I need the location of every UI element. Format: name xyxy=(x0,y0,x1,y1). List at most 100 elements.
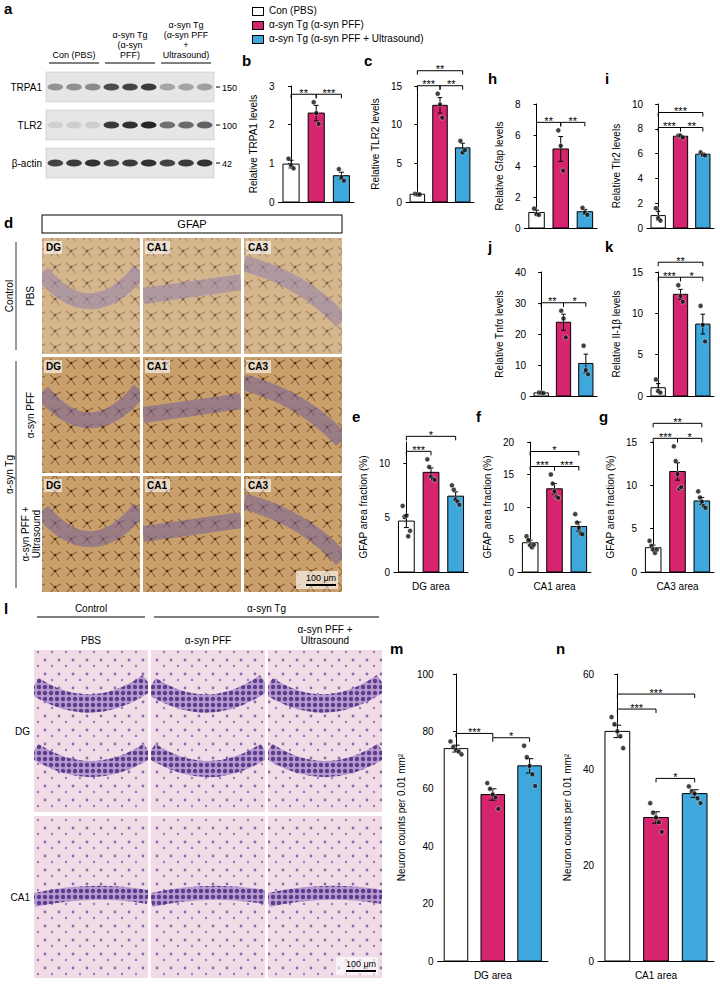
svg-text:**: ** xyxy=(548,295,557,307)
svg-text:***: *** xyxy=(674,105,688,117)
svg-text:2: 2 xyxy=(637,198,643,209)
svg-text:DG area: DG area xyxy=(412,581,450,592)
svg-text:CA1 area: CA1 area xyxy=(635,970,678,981)
svg-text:0: 0 xyxy=(269,197,275,208)
svg-text:CA1: CA1 xyxy=(11,892,31,903)
svg-text:0: 0 xyxy=(384,567,390,578)
svg-text:GFAP: GFAP xyxy=(177,218,206,230)
svg-text:60: 60 xyxy=(422,783,434,794)
svg-text:40: 40 xyxy=(422,841,434,852)
svg-text:10: 10 xyxy=(515,360,527,371)
svg-text:**: ** xyxy=(447,78,456,90)
svg-text:Control: Control xyxy=(75,603,107,614)
svg-text:TRPA1: TRPA1 xyxy=(11,82,43,93)
svg-text:***: *** xyxy=(663,270,677,282)
svg-text:5: 5 xyxy=(631,523,637,534)
svg-text:GFAP area fraction (%): GFAP area fraction (%) xyxy=(358,455,369,558)
svg-text:GFAP area fraction (%): GFAP area fraction (%) xyxy=(482,455,493,558)
svg-text:1: 1 xyxy=(269,158,275,169)
svg-text:10: 10 xyxy=(626,480,638,491)
svg-text:**: ** xyxy=(687,120,696,132)
svg-text:Control: Control xyxy=(4,280,15,312)
svg-text:5: 5 xyxy=(508,534,514,545)
svg-text:**: ** xyxy=(676,255,685,267)
svg-text:***: *** xyxy=(650,687,664,699)
svg-text:*: * xyxy=(429,429,434,441)
svg-text:4: 4 xyxy=(515,161,521,172)
svg-text:PBS: PBS xyxy=(81,635,101,646)
svg-text:Relative Gfap levels: Relative Gfap levels xyxy=(494,122,505,211)
svg-text:α-syn PFF +: α-syn PFF + xyxy=(298,624,353,635)
svg-text:150: 150 xyxy=(222,83,237,93)
svg-text:**: ** xyxy=(569,115,578,127)
svg-text:6: 6 xyxy=(515,130,521,141)
svg-text:PBS: PBS xyxy=(25,286,36,306)
svg-text:40: 40 xyxy=(515,267,527,278)
svg-text:15: 15 xyxy=(503,469,515,480)
svg-text:CA3: CA3 xyxy=(248,242,268,253)
svg-text:β-actin: β-actin xyxy=(12,158,42,169)
svg-text:Ultrasound): Ultrasound) xyxy=(163,50,210,60)
svg-text:10: 10 xyxy=(632,308,644,319)
svg-text:Relative TLR2 levels: Relative TLR2 levels xyxy=(370,98,381,190)
svg-text:Relative TRPA1 levels: Relative TRPA1 levels xyxy=(248,95,259,194)
svg-text:α-syn Tg: α-syn Tg xyxy=(247,603,286,614)
svg-text:***: *** xyxy=(560,459,574,471)
svg-text:Ultrasound: Ultrasound xyxy=(31,510,42,558)
svg-text:3: 3 xyxy=(269,81,275,92)
svg-text:0: 0 xyxy=(515,223,521,234)
svg-text:10: 10 xyxy=(632,99,644,110)
svg-text:***: *** xyxy=(659,431,673,443)
svg-text:0: 0 xyxy=(396,197,402,208)
svg-text:TLR2: TLR2 xyxy=(18,120,43,131)
svg-text:30: 30 xyxy=(515,298,527,309)
svg-text:α-syn PFF: α-syn PFF xyxy=(185,635,231,646)
svg-text:(α-syn: (α-syn xyxy=(117,40,142,50)
svg-text:*: * xyxy=(673,771,678,783)
svg-text:+: + xyxy=(183,40,188,50)
svg-text:4: 4 xyxy=(637,173,643,184)
svg-text:2: 2 xyxy=(515,192,521,203)
svg-text:20: 20 xyxy=(503,437,515,448)
svg-text:DG: DG xyxy=(46,480,61,491)
svg-text:0: 0 xyxy=(631,567,637,578)
svg-text:Ultrasound: Ultrasound xyxy=(301,635,349,646)
svg-text:**: ** xyxy=(436,63,445,75)
svg-text:***: *** xyxy=(663,120,677,132)
svg-text:α-syn Tg: α-syn Tg xyxy=(4,455,15,494)
svg-text:PFF): PFF) xyxy=(120,50,140,60)
svg-text:15: 15 xyxy=(391,81,403,92)
svg-text:GFAP area fraction (%): GFAP area fraction (%) xyxy=(605,455,616,558)
svg-text:DG: DG xyxy=(15,726,30,737)
svg-text:Relative Il-1β levels: Relative Il-1β levels xyxy=(611,291,622,378)
svg-text:0: 0 xyxy=(637,391,643,402)
svg-text:DG: DG xyxy=(46,361,61,372)
svg-text:0: 0 xyxy=(508,567,514,578)
svg-text:15: 15 xyxy=(626,437,638,448)
svg-text:CA3: CA3 xyxy=(248,480,268,491)
svg-text:80: 80 xyxy=(422,726,434,737)
svg-text:100: 100 xyxy=(417,669,434,680)
svg-text:Con (PBS): Con (PBS) xyxy=(52,50,95,60)
svg-text:60: 60 xyxy=(583,669,595,680)
svg-text:**: ** xyxy=(299,87,308,99)
svg-text:DG: DG xyxy=(46,242,61,253)
svg-text:CA3: CA3 xyxy=(248,361,268,372)
svg-text:Relative Tlr2 levels: Relative Tlr2 levels xyxy=(611,124,622,208)
svg-text:100 μm: 100 μm xyxy=(346,959,376,969)
svg-text:α-syn PFF: α-syn PFF xyxy=(25,392,36,438)
svg-text:***: *** xyxy=(422,78,436,90)
svg-text:20: 20 xyxy=(422,898,434,909)
svg-text:20: 20 xyxy=(583,860,595,871)
svg-text:***: *** xyxy=(322,87,336,99)
svg-text:*: * xyxy=(688,431,693,443)
svg-text:8: 8 xyxy=(637,123,643,134)
svg-text:CA3 area: CA3 area xyxy=(656,581,699,592)
svg-text:***: *** xyxy=(468,726,482,738)
svg-text:40: 40 xyxy=(583,764,595,775)
svg-text:α-syn Tg: α-syn Tg xyxy=(168,20,203,30)
svg-text:**: ** xyxy=(673,416,682,428)
svg-text:0: 0 xyxy=(520,391,526,402)
svg-text:0: 0 xyxy=(428,956,434,967)
svg-text:5: 5 xyxy=(637,349,643,360)
